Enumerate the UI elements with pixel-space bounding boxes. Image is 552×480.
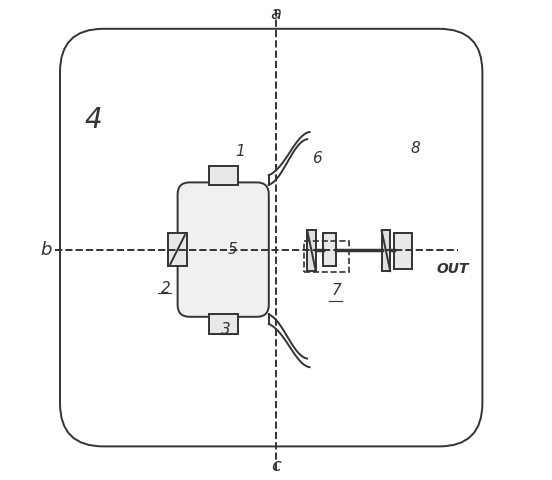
Bar — [394, 233, 412, 269]
Bar — [304, 241, 349, 273]
Text: 6: 6 — [312, 151, 322, 166]
Text: 7: 7 — [331, 283, 341, 298]
Text: 3: 3 — [221, 322, 231, 336]
Text: a: a — [270, 5, 282, 24]
Text: OUT: OUT — [437, 262, 469, 276]
Text: c: c — [271, 456, 281, 475]
Text: 4: 4 — [85, 106, 103, 134]
Bar — [209, 166, 237, 185]
Text: 8: 8 — [410, 141, 420, 156]
Text: 1: 1 — [235, 144, 245, 159]
Bar — [209, 314, 237, 334]
Text: 5: 5 — [228, 242, 238, 257]
Bar — [307, 230, 316, 271]
Text: 2: 2 — [161, 281, 171, 296]
Bar — [381, 230, 390, 271]
Bar — [168, 233, 187, 266]
Bar — [323, 233, 337, 266]
Text: b: b — [40, 240, 51, 259]
FancyBboxPatch shape — [178, 182, 269, 317]
